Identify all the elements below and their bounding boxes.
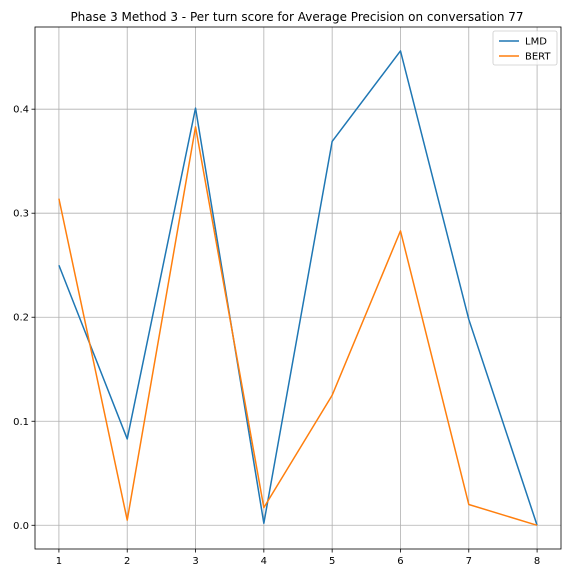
legend-label-lmd: LMD [525, 37, 547, 48]
y-tick-label: 0.2 [13, 313, 29, 324]
x-tick-label: 8 [534, 556, 540, 567]
x-tick-label: 2 [124, 556, 130, 567]
series-line-bert [58, 126, 538, 526]
x-tick-label: 5 [329, 556, 335, 567]
y-tick-label: 0.4 [13, 105, 29, 116]
series-lines [58, 50, 538, 526]
axes: 1 2 3 4 5 6 7 8 0.0 0.1 0.2 0.3 0.4 [13, 105, 540, 567]
legend-label-bert: BERT [525, 52, 551, 63]
y-tick-label: 0.3 [13, 209, 29, 220]
y-tick-label: 0.0 [13, 521, 29, 532]
x-tick-label: 3 [192, 556, 198, 567]
plot-area-frame [34, 26, 562, 550]
series-line-lmd [58, 50, 538, 526]
x-tick-label: 4 [261, 556, 267, 567]
x-tick-label: 1 [56, 556, 62, 567]
chart-title: Phase 3 Method 3 - Per turn score for Av… [70, 10, 523, 24]
grid [35, 27, 561, 549]
y-tick-label: 0.1 [13, 417, 29, 428]
x-tick-label: 6 [397, 556, 403, 567]
legend: LMD BERT [492, 30, 558, 66]
x-tick-label: 7 [466, 556, 472, 567]
